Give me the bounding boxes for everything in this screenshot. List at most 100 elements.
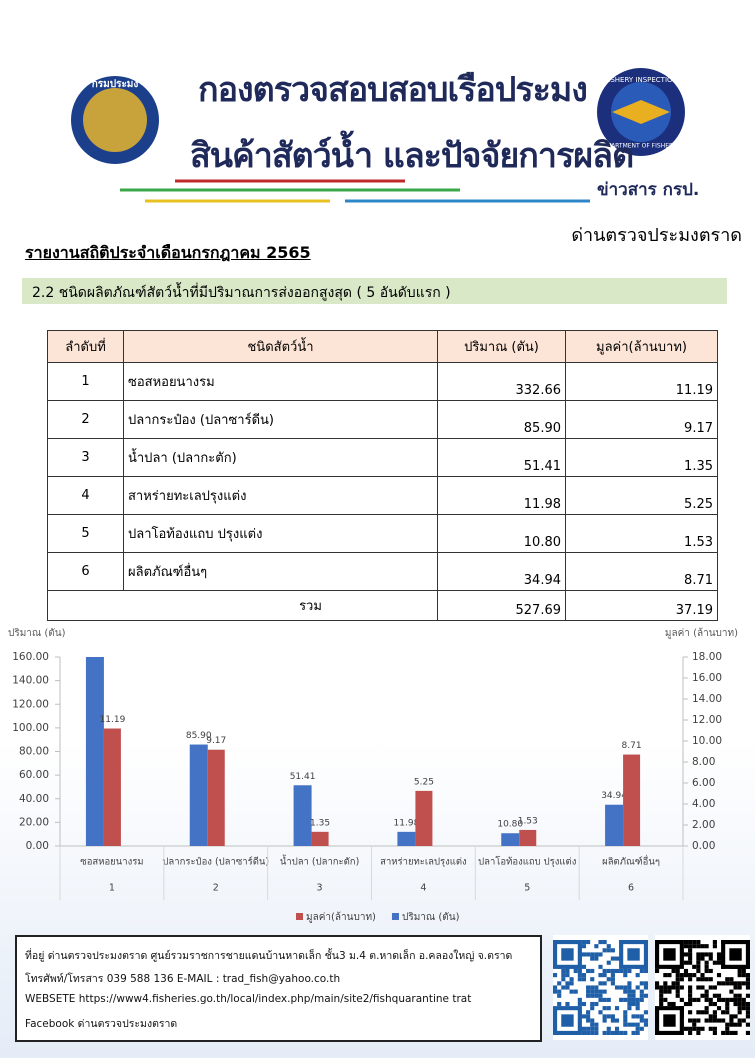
qr-cell [729, 989, 734, 994]
qr-cell [643, 993, 648, 998]
qr-cell [725, 1010, 730, 1015]
qr-cell [675, 985, 680, 990]
y-tick-label: 60.00 [19, 769, 49, 781]
qr-cell [610, 977, 615, 982]
qr-cell [635, 1022, 640, 1027]
qr-cell [700, 956, 705, 961]
header-title: กองตรวจสอบสอบเรือประมง [198, 70, 588, 110]
qr-cell [602, 940, 607, 945]
qr-cell [577, 973, 582, 978]
table-header-cell: ลำดับที่ [47, 330, 124, 363]
qr-cell [737, 1001, 742, 1007]
qr-cell [688, 960, 693, 965]
qr-cell [602, 968, 607, 974]
qr-cell [671, 968, 676, 974]
qr-cell [704, 1018, 709, 1023]
qr-cell [610, 1014, 615, 1019]
qr-cell [553, 985, 558, 990]
data-label: 5.25 [414, 777, 434, 787]
qr-cell [581, 964, 587, 969]
x-tick-label: น้ำปลา (ปลากะตัก) [280, 855, 359, 868]
qr-cell [631, 997, 636, 1002]
x-group-label: 3 [317, 883, 323, 894]
qr-cell [745, 1014, 750, 1019]
qr-cell [721, 981, 726, 986]
qr-cell [643, 981, 648, 986]
qr-cell [708, 1001, 713, 1007]
table-cell: 11.98 [437, 476, 566, 515]
qr-cell [663, 989, 668, 994]
qr-cell [581, 944, 587, 949]
qr-cell [627, 1001, 632, 1007]
qr-cell [590, 993, 595, 998]
qr-cell [683, 952, 689, 957]
qr-cell [606, 1014, 611, 1019]
qr-finder [561, 1014, 574, 1027]
table-cell: 9.17 [565, 400, 718, 439]
qr-cell [679, 985, 684, 990]
data-label: 1.53 [518, 816, 538, 826]
qr-cell [561, 968, 566, 974]
legend-swatch [296, 913, 303, 920]
y2-axis-label: มูลค่า (ล้านบาท) [665, 627, 738, 639]
qr-cell [610, 981, 615, 986]
qr-cell [700, 952, 705, 957]
qr-cell [594, 956, 599, 961]
table: ลำดับที่ ชนิดสัตว์น้ำ ปริมาณ (ตัน) มูลค่า(ล… [47, 330, 718, 621]
qr-cell [688, 944, 693, 949]
qr-cell [679, 977, 684, 982]
qr-cell [737, 993, 742, 998]
qr-cell [708, 1026, 713, 1031]
qr-cell [683, 968, 689, 974]
qr-cell [716, 997, 722, 1002]
data-label: 10.80 [497, 820, 523, 830]
qr-cell [716, 1018, 722, 1023]
qr-cell [745, 1030, 750, 1035]
qr-cell [594, 1022, 599, 1027]
qr-cell [590, 1006, 595, 1011]
qr-cell [623, 1010, 628, 1015]
data-label: 8.71 [622, 741, 642, 751]
table-cell: ปลากระป๋อง (ปลาซาร์ดีน) [123, 400, 438, 439]
qr-cell [708, 956, 713, 961]
qr-cell [643, 1022, 648, 1027]
table-body: 1 ซอสหอยนางรม 332.66 11.19 2 ปลากระป๋อง (ปลาซ… [47, 362, 718, 621]
table-cell: 2 [47, 400, 124, 439]
qr-cell [581, 1001, 587, 1007]
qr-cell [737, 968, 742, 974]
qr-cell [700, 993, 705, 998]
y-axis-label: ปริมาณ (ตัน) [8, 628, 66, 639]
qr-cell [704, 944, 709, 949]
y2-tick-label: 6.00 [692, 777, 715, 789]
table-cell: 5.25 [565, 476, 718, 515]
qr-cell [729, 1014, 734, 1019]
qr-cell [590, 1018, 595, 1023]
qr-cell [557, 993, 562, 998]
qr-cell [688, 985, 693, 990]
qr-cell [733, 993, 738, 998]
qr-cell [577, 1001, 582, 1007]
qr-cell [675, 968, 680, 974]
qr-cell [696, 956, 701, 961]
qr-cell [737, 985, 742, 990]
qr-cell [725, 981, 730, 986]
qr-cell [623, 1030, 628, 1035]
qr-cell [696, 977, 701, 982]
office: ด่านตรวจประมงตราด [571, 225, 742, 246]
qr-cell [639, 1014, 644, 1019]
qr-cell [586, 940, 591, 945]
qr-cell [606, 1026, 611, 1031]
qr-cell [581, 952, 587, 957]
qr-cell [602, 981, 607, 986]
legend-swatch [391, 913, 399, 920]
qr-cell [627, 968, 632, 974]
qr-cell [594, 944, 599, 949]
qr-cell [704, 977, 709, 982]
qr-cell [708, 1018, 713, 1023]
qr-cell [675, 989, 680, 994]
qr-cell [631, 1014, 636, 1019]
qr-cell [586, 1018, 591, 1023]
qr-cell [635, 985, 640, 990]
qr-cell [741, 1018, 746, 1023]
qr-cell [733, 997, 738, 1002]
